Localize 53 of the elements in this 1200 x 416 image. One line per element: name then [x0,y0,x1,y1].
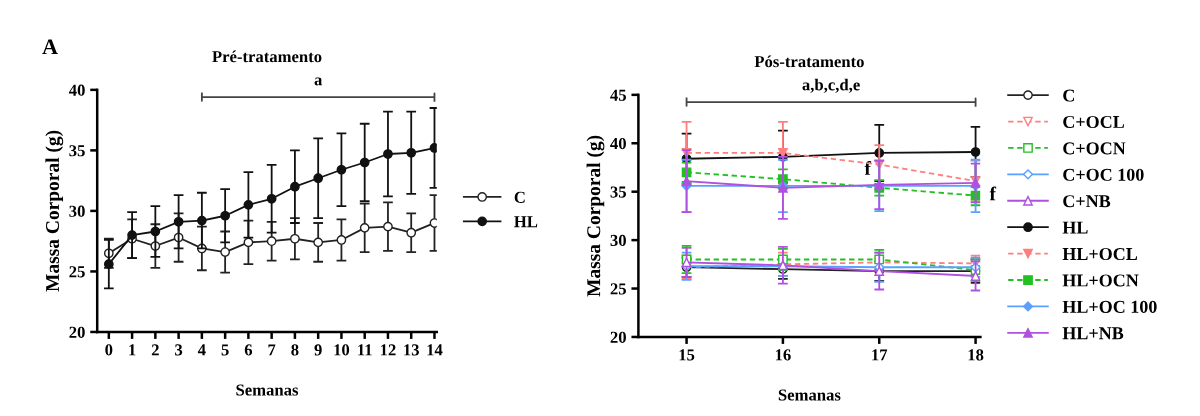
legend-label: C+OCN [1063,142,1126,155]
y-tick-label: 35 [69,145,85,157]
text: a,b,c,d,e [802,78,860,93]
y-tick-label: 25 [69,266,85,278]
x-tick-label: 9 [314,344,322,356]
x-tick-label: 3 [175,344,183,356]
x-tick-label: 14 [427,344,443,356]
text: A [42,39,58,55]
x-tick-label: 18 [968,349,984,361]
y-tick-label: 35 [610,186,626,198]
y-tick-label: 40 [68,84,85,96]
y-axis-title: Massa Corporal (g) [586,135,605,297]
x-axis-title: Semanas [236,384,299,396]
y-tick-label: 30 [69,205,85,217]
legend-label: HL+OCL [1062,247,1138,261]
legend-label: C+NB [1063,195,1111,208]
legend-label: HL+OC 100 [1062,300,1157,313]
y-axis-title: Massa Corporal (g) [45,130,64,292]
x-tick-label: 1 [129,344,136,356]
legend-label: HL [514,216,538,228]
y-tick-label: 30 [610,234,626,247]
x-tick-label: 16 [775,349,791,361]
legend-label: C+OCL [1063,115,1124,129]
chart-title: Pré-tratamento [212,50,322,63]
x-tick-label: 12 [380,344,396,356]
x-axis-title: Semanas [778,389,841,401]
annotation: f [989,186,997,201]
x-tick-label: 8 [291,344,299,356]
x-tick-label: 0 [105,344,113,356]
legend-label: HL+NB [1062,327,1124,340]
x-tick-label: 4 [197,344,206,356]
y-tick-label: 20 [610,331,626,343]
x-tick-label: 13 [404,344,419,356]
chart-title: Pós-tratamento [754,55,864,68]
legend-label: C [1063,89,1074,102]
text: a [314,77,323,86]
x-tick-label: 7 [268,344,276,356]
x-tick-label: 15 [679,349,695,361]
x-tick-label: 5 [221,344,229,356]
x-tick-label: 17 [872,349,888,361]
y-tick-label: 45 [610,89,626,101]
x-tick-label: 2 [151,344,159,356]
annotation: f [864,161,872,175]
x-tick-label: 10 [334,344,350,356]
legend-label: C+OC 100 [1063,168,1144,181]
y-tick-label: 25 [610,283,626,295]
x-tick-label: 11 [358,344,372,356]
y-tick-label: 20 [69,326,85,338]
y-tick-label: 40 [610,137,626,150]
x-tick-label: 6 [244,344,253,356]
legend-label: HL [1062,221,1088,234]
legend-label: HL+OCN [1062,274,1139,287]
legend-label: C [514,191,525,203]
